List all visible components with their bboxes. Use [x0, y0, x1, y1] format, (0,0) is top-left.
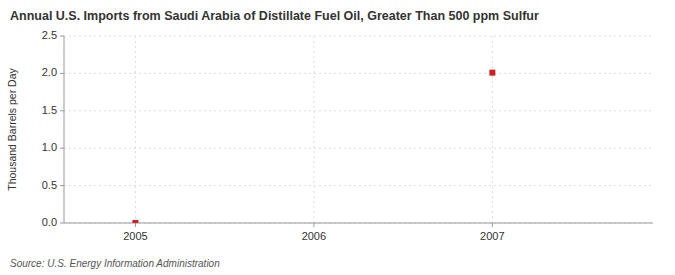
x-tick	[135, 223, 136, 227]
y-grid-line	[64, 185, 653, 186]
x-tick-label: 2006	[302, 230, 326, 242]
y-grid-line	[64, 148, 653, 149]
x-tick	[313, 223, 314, 227]
y-tick	[60, 36, 64, 37]
chart-svg: 0.0 0.5 1.0 1.5 2.0 2.5 2005 2006 2007 Thousand B…	[0, 0, 675, 275]
y-tick-label: 2.0	[42, 66, 57, 78]
y-axis: 0.0 0.5 1.0 1.5 2.0 2.5	[42, 29, 64, 228]
background	[0, 0, 675, 275]
y-tick	[60, 148, 64, 149]
y-grid-line	[64, 110, 653, 111]
x-tick	[492, 223, 493, 227]
y-axis-label: Thousand Barrels per Day	[6, 67, 18, 190]
y-tick-label: 0.0	[42, 216, 57, 228]
y-grid-line	[64, 36, 653, 37]
y-tick-label: 1.5	[42, 104, 57, 116]
x-grid-line	[135, 36, 136, 223]
x-grid-line	[492, 36, 493, 223]
source-note: Source: U.S. Energy Information Administ…	[10, 258, 220, 269]
y-tick-label: 1.0	[42, 141, 57, 153]
y-tick-label: 0.5	[42, 179, 57, 191]
x-grid-line	[313, 36, 314, 223]
y-grid-line	[64, 223, 653, 224]
grid	[64, 36, 653, 223]
x-tick-label: 2007	[480, 230, 504, 242]
y-tick-label: 2.5	[42, 29, 57, 41]
y-tick	[60, 185, 64, 186]
y-tick	[60, 73, 64, 74]
y-tick	[60, 110, 64, 111]
x-axis-line	[64, 223, 653, 224]
y-grid-line	[64, 73, 653, 74]
point	[132, 220, 138, 223]
points	[132, 70, 495, 223]
x-tick-label: 2005	[123, 230, 147, 242]
y-axis-line	[64, 36, 65, 223]
point	[489, 70, 495, 76]
x-axis: 2005 2006 2007	[123, 223, 504, 242]
y-tick	[60, 223, 64, 224]
chart-container: 0.0 0.5 1.0 1.5 2.0 2.5 2005 2006 2007 Thousand B…	[0, 0, 675, 275]
title: Annual U.S. Imports from Saudi Arabia of…	[10, 9, 539, 23]
